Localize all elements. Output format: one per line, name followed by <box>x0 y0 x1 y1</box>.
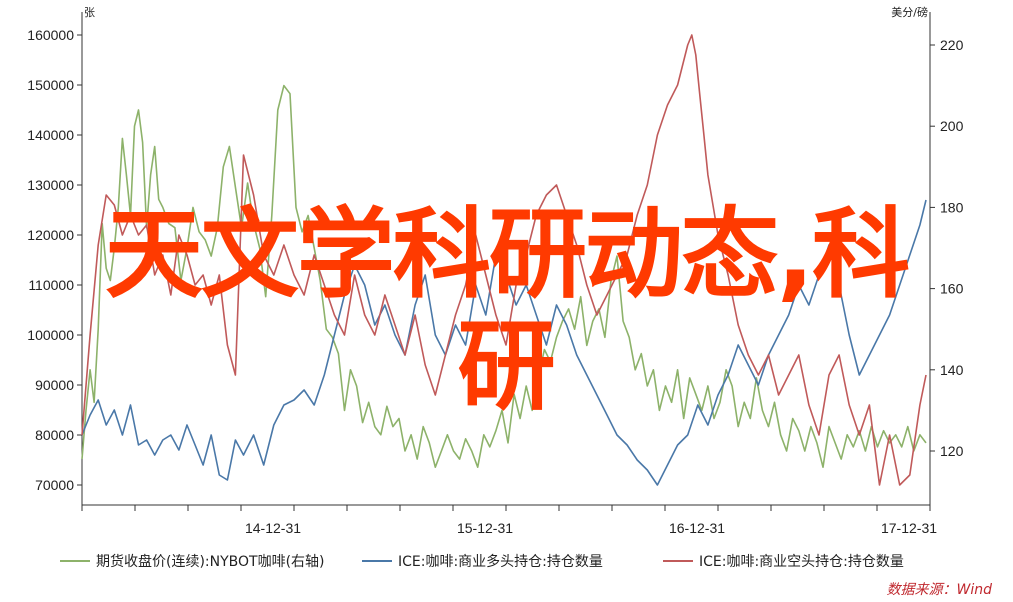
left-tick-label: 120000 <box>27 227 74 243</box>
right-axis-unit: 美分/磅 <box>891 5 928 19</box>
left-tick-label: 150000 <box>27 77 74 93</box>
right-tick-label: 180 <box>940 199 964 215</box>
right-axis-ticks: 220 200 180 160 140 120 <box>930 37 964 459</box>
source-text: 数据来源：Wind <box>887 582 993 598</box>
legend-label-futures: 期货收盘价(连续):NYBOT咖啡(右轴) <box>96 553 325 570</box>
legend-label-long: ICE:咖啡:商业多头持仓:持仓数量 <box>398 553 603 570</box>
series-line-futures <box>81 84 927 468</box>
left-tick-label: 70000 <box>35 477 74 493</box>
series-line-long <box>81 199 927 486</box>
left-tick-label: 130000 <box>27 177 74 193</box>
left-tick-label: 90000 <box>35 377 74 393</box>
left-axis-unit: 张 <box>84 6 95 19</box>
overlay-title-line1: 天文学科研动态,科 <box>104 198 910 312</box>
right-tick-label: 140 <box>940 362 964 378</box>
right-tick-label: 120 <box>940 443 964 459</box>
x-tick-label: 17-12-31 <box>881 520 937 536</box>
legend-label-short: ICE:咖啡:商业空头持仓:持仓数量 <box>699 554 904 570</box>
legend: 期货收盘价(连续):NYBOT咖啡(右轴) ICE:咖啡:商业多头持仓:持仓数量… <box>60 553 904 570</box>
left-tick-label: 110000 <box>28 277 74 293</box>
left-tick-label: 160000 <box>27 27 74 43</box>
x-tick-label: 14-12-31 <box>245 520 301 536</box>
left-tick-label: 140000 <box>27 127 74 143</box>
left-axis-ticks: 160000 150000 140000 130000 120000 110000 1000… <box>27 27 82 493</box>
series-layer <box>81 34 927 486</box>
right-tick-label: 160 <box>940 281 964 297</box>
x-tick-label: 15-12-31 <box>457 520 513 536</box>
right-tick-label: 200 <box>940 118 964 134</box>
x-tick-label: 16-12-31 <box>669 520 725 536</box>
series-line-short <box>81 34 927 486</box>
overlay-title-line2: 研 <box>457 310 556 424</box>
left-tick-label: 100000 <box>27 327 74 343</box>
right-tick-label: 220 <box>940 37 964 53</box>
left-tick-label: 80000 <box>35 427 74 443</box>
x-axis-ticks: 14-12-31 15-12-31 16-12-31 17-12-31 <box>81 505 937 536</box>
